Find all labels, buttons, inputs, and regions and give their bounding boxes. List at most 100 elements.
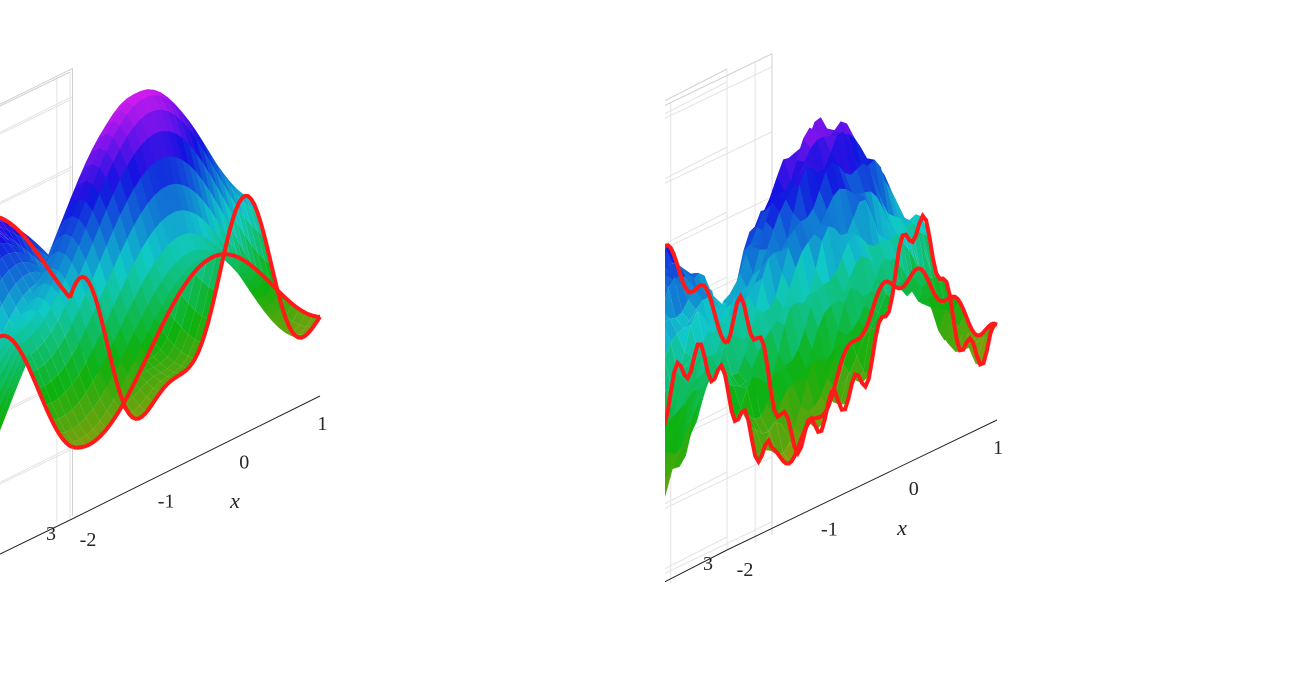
- surface-patch: [168, 263, 183, 284]
- surface-patch: [0, 233, 9, 240]
- surface-patch: [834, 121, 849, 135]
- surface-patches: [665, 117, 997, 497]
- surface-patch: [752, 352, 766, 384]
- surface-patch: [195, 316, 209, 343]
- surface-patch: [1, 227, 16, 242]
- surface-patch: [175, 274, 190, 289]
- surface-patch: [868, 258, 882, 280]
- surface-patch: [175, 115, 189, 145]
- surface-patch: [749, 308, 764, 333]
- surface-patch: [932, 307, 946, 331]
- surface-patch: [760, 249, 775, 269]
- surface-patch: [127, 262, 142, 300]
- surface-patch: [78, 180, 93, 202]
- surface-patch: [141, 304, 155, 333]
- surface-patch: [72, 374, 87, 402]
- surface-patch: [777, 306, 791, 326]
- surface-patch: [847, 218, 861, 238]
- surface-patch: [732, 371, 746, 387]
- surface-patch: [2, 380, 17, 422]
- surface-patch: [0, 413, 3, 423]
- x-tick-label: 0: [909, 478, 919, 500]
- surface-patch: [133, 100, 148, 120]
- surface-patch: [230, 265, 245, 274]
- surface-patch: [702, 297, 716, 327]
- surface-patch: [840, 233, 855, 242]
- surface-patch: [58, 392, 73, 416]
- surface-patch: [863, 163, 877, 197]
- surface-patch: [688, 389, 702, 426]
- surface-patch: [2, 344, 17, 387]
- surface-patch: [161, 96, 176, 116]
- surface-patch: [154, 189, 169, 222]
- edge-curve: [665, 342, 774, 466]
- surface-patch: [665, 452, 670, 470]
- surface-patch: [160, 368, 175, 377]
- surface-patch: [181, 334, 196, 357]
- surface-patch: [0, 231, 9, 240]
- surface-patch: [835, 364, 850, 393]
- surface-patch: [236, 206, 251, 244]
- surface-patch: [167, 362, 182, 373]
- surface-patch: [710, 291, 725, 310]
- surface-patch: [175, 210, 190, 235]
- x-axis-label: x: [896, 515, 907, 540]
- surface-patch: [154, 89, 169, 100]
- surface-patch: [867, 243, 881, 267]
- surface-patch: [35, 242, 50, 258]
- x-tick-label: -2: [737, 559, 754, 581]
- surface-patch: [774, 402, 789, 433]
- surface-patch: [16, 342, 31, 358]
- surface-patch: [837, 287, 851, 303]
- surface-patch: [793, 184, 807, 222]
- surface-patch: [735, 307, 750, 341]
- surface-patch: [829, 272, 844, 302]
- surface-patch: [762, 421, 776, 434]
- surface-patch: [679, 414, 694, 467]
- surface-patch: [209, 152, 224, 184]
- surface-patch: [161, 244, 176, 272]
- surface-patch: [146, 388, 161, 403]
- surface-patch: [763, 176, 777, 213]
- surface-patch: [9, 318, 24, 331]
- surface-patch: [51, 293, 66, 321]
- surface-patch: [898, 204, 912, 226]
- surface-patch: [0, 404, 10, 431]
- surface-patch: [37, 341, 52, 365]
- surface-patch: [37, 364, 52, 386]
- surface-patch: [167, 345, 182, 363]
- surface-patch: [822, 226, 836, 281]
- surface-patch: [744, 335, 759, 370]
- surface-patch: [209, 226, 224, 255]
- surface-patch: [195, 192, 210, 227]
- surface-patch: [188, 144, 203, 181]
- surface-patch: [730, 335, 745, 372]
- surface-patch: [195, 171, 210, 209]
- edge-curve: [0, 333, 74, 449]
- surface-patch: [832, 162, 846, 189]
- surface-patch: [874, 159, 889, 214]
- surface-patch: [665, 286, 669, 300]
- surface-patch: [78, 163, 93, 185]
- surface-patch: [818, 162, 832, 173]
- surface-patch: [8, 264, 23, 284]
- surface-patch: [9, 363, 24, 405]
- y-axis-line: [665, 549, 728, 583]
- y-tick-label: 3: [703, 553, 713, 575]
- surface-patch: [817, 284, 831, 313]
- surface-patch: [783, 288, 797, 309]
- x-axis-line: [69, 395, 321, 521]
- surface-patch: [51, 320, 66, 348]
- surface-patch: [0, 243, 9, 258]
- surface-patch: [868, 159, 882, 202]
- surface-patch: [0, 347, 10, 377]
- surface-patch: [0, 233, 9, 240]
- surface-patch: [1, 293, 16, 320]
- surface-patch: [106, 120, 120, 138]
- surface-patch: [146, 356, 161, 368]
- surface-patch: [147, 95, 162, 111]
- surface-patch: [857, 289, 871, 307]
- surface-patch: [773, 212, 787, 252]
- surface-patch: [126, 126, 141, 155]
- surface-patch: [674, 276, 689, 313]
